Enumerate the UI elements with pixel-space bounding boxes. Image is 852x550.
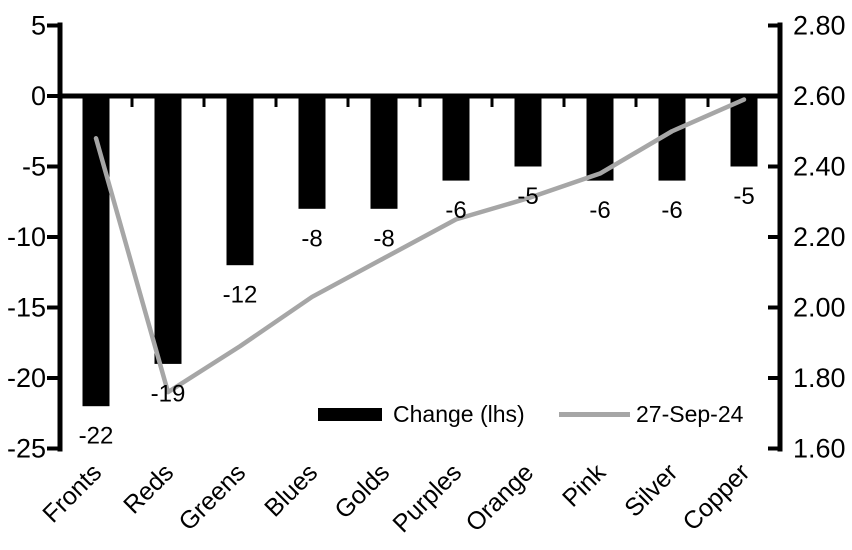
bar-purples — [442, 96, 470, 181]
bar-data-label-pink: -6 — [589, 197, 610, 224]
category-label-blues: Blues — [259, 458, 323, 522]
bar-greens — [226, 96, 254, 266]
bar-data-label-purples: -6 — [445, 197, 466, 224]
bar-copper — [730, 96, 758, 167]
y-axis-left-label: 5 — [31, 11, 46, 41]
bar-data-label-copper: -5 — [733, 183, 754, 210]
bar-fronts — [82, 96, 110, 407]
bar-data-label-reds: -19 — [151, 380, 186, 407]
y-axis-left-label: -25 — [7, 434, 46, 464]
bar-data-label-silver: -6 — [661, 197, 682, 224]
category-label-pink: Pink — [557, 458, 612, 513]
y-axis-left-label: 0 — [31, 81, 46, 111]
line-series-27-sep-24 — [93, 97, 747, 395]
bar-data-label-golds: -8 — [373, 225, 394, 252]
category-label-fronts: Fronts — [37, 458, 107, 528]
bar-data-label-orange: -5 — [517, 183, 538, 210]
y-axis-left-label: -15 — [7, 293, 46, 323]
y-axis-right-label: 1.80 — [793, 363, 846, 393]
y-axis-right-label: 2.20 — [793, 222, 846, 252]
category-label-copper: Copper — [677, 458, 755, 536]
y-axis-left-label: -5 — [22, 152, 46, 182]
y-axis-right-label: 2.40 — [793, 152, 846, 182]
y-axis-right-label: 2.00 — [793, 293, 846, 323]
category-label-orange: Orange — [460, 458, 539, 537]
category-label-greens: Greens — [173, 458, 251, 536]
y-axis-left-label: -20 — [7, 363, 46, 393]
bar-data-label-greens: -12 — [223, 282, 258, 309]
bar-golds — [370, 96, 398, 209]
y-axis-right-label: 2.80 — [793, 11, 846, 41]
category-label-golds: Golds — [329, 458, 395, 524]
y-axis-left-label: -10 — [7, 222, 46, 252]
category-label-purples: Purples — [388, 458, 468, 538]
y-axis-right-label: 2.60 — [793, 81, 846, 111]
bar-orange — [514, 96, 542, 167]
category-label-silver: Silver — [619, 458, 683, 522]
bar-reds — [154, 96, 182, 364]
bar-data-label-fronts: -22 — [79, 423, 114, 450]
bar-data-label-blues: -8 — [301, 225, 322, 252]
bar-blues — [298, 96, 326, 209]
category-label-reds: Reds — [118, 458, 179, 519]
y-axis-right-label: 1.60 — [793, 434, 846, 464]
